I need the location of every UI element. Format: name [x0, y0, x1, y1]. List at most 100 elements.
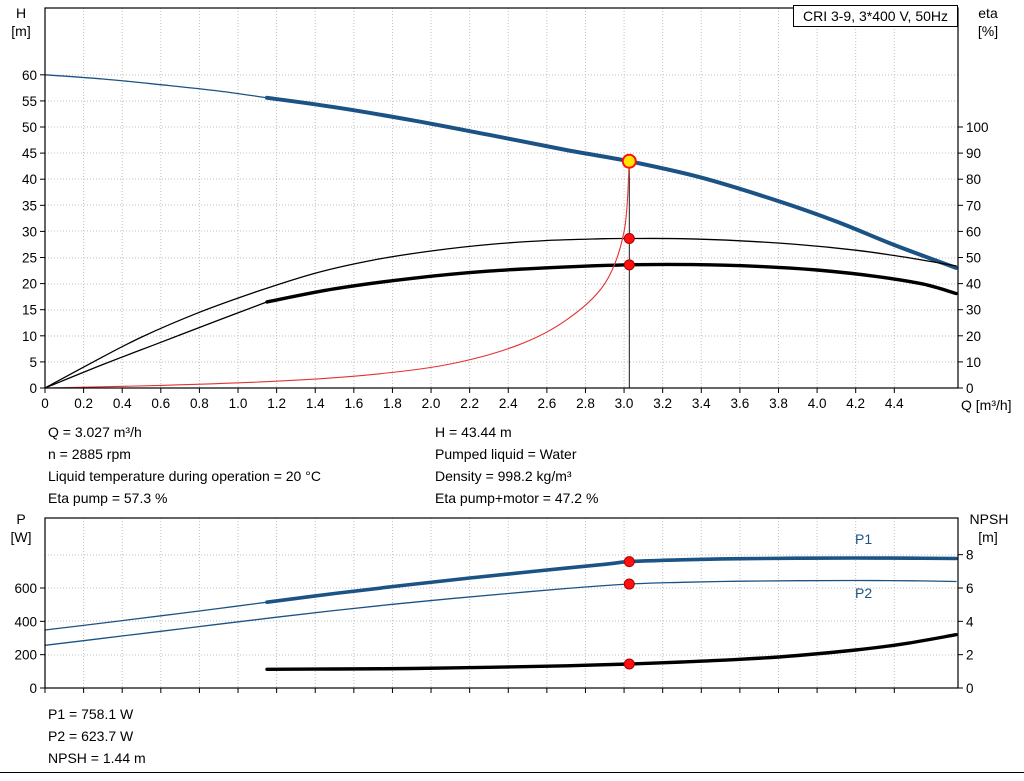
tick-label: 3.6: [730, 396, 749, 411]
power-npsh-chart: 0 200 400 600 0 2 4 6 8: [14, 517, 974, 696]
info-eta-pump: Eta pump = 57.3 %: [48, 490, 168, 506]
tick-label: 400: [14, 614, 37, 629]
tick-label: 2.0: [422, 396, 441, 411]
info-flow: Q = 3.027 m³/h: [48, 424, 142, 440]
h-curve-curve: [44, 74, 268, 99]
npsh-curve: [265, 633, 958, 671]
info-liquid: Pumped liquid = Water: [435, 446, 577, 462]
npsh-point: [623, 658, 635, 670]
p2-point: [623, 578, 635, 590]
tick-label: 50: [966, 251, 981, 266]
tick-label: 0: [41, 396, 49, 411]
tick-label: 40: [22, 172, 37, 187]
tick-label: 2.6: [537, 396, 556, 411]
npsh-axis-unit: [m]: [978, 529, 998, 545]
p-axis-unit: [W]: [10, 529, 32, 545]
tick-label: 8: [966, 548, 974, 563]
eta-pump-curve: [44, 237, 957, 389]
p1-curve: [44, 601, 268, 631]
tick-label: 0.8: [190, 396, 209, 411]
p1-point: [623, 556, 635, 568]
tick-label: 30: [22, 224, 37, 239]
tick-label: 600: [14, 581, 37, 596]
hq-efficiency-chart: 0 5 10 15 20 25 30 35 40 45 50 55 60 0 10 20 30 40 50 60 70 8…: [22, 7, 989, 411]
tick-label: 70: [966, 198, 981, 213]
tick-label: 20: [22, 277, 37, 292]
tick-label: 0: [29, 381, 37, 396]
tick-label: 2: [966, 648, 974, 663]
p1-curve-label: P1: [855, 531, 873, 547]
p2-curve-label: P2: [855, 585, 873, 601]
tick-label: 15: [22, 303, 37, 318]
tick-label: 10: [22, 329, 37, 344]
info-p1: P1 = 758.1 W: [48, 706, 134, 722]
q-axis-unit: Q [m³/h]: [961, 397, 1012, 413]
tick-label: 40: [966, 277, 981, 292]
tick-label: 100: [966, 120, 989, 135]
eta-pump-point: [623, 232, 635, 244]
tick-label: 55: [22, 94, 37, 109]
duty-indicator-curve: [44, 160, 630, 389]
tick-label: 0: [966, 381, 974, 396]
separator-line: [0, 772, 1024, 773]
tick-label: 4.4: [885, 396, 904, 411]
tick-label: 3.4: [692, 396, 711, 411]
tick-label: 4.2: [846, 396, 865, 411]
info-temperature: Liquid temperature during operation = 20…: [48, 468, 321, 484]
tick-label: 3.2: [653, 396, 672, 411]
tick-label: 4.0: [808, 396, 827, 411]
plot-border: [44, 7, 959, 389]
tick-label: 1.6: [344, 396, 363, 411]
tick-label: 1.2: [267, 396, 286, 411]
tick-label: 50: [22, 120, 37, 135]
info-density: Density = 998.2 kg/m³: [435, 468, 572, 484]
tick-label: 60: [22, 68, 37, 83]
info-speed: n = 2885 rpm: [48, 446, 131, 462]
tick-label: 45: [22, 146, 37, 161]
tick-label: 0.6: [151, 396, 170, 411]
tick-label: 0: [966, 681, 974, 696]
p1-curve: [265, 556, 958, 604]
tick-label: 0.2: [74, 396, 93, 411]
tick-label: 1.4: [306, 396, 325, 411]
tick-label: 1.0: [229, 396, 248, 411]
tick-label: 30: [966, 303, 981, 318]
h-curve-curve: [265, 95, 959, 270]
power-info-block: P1 = 758.1 W P2 = 623.7 W NPSH = 1.44 m: [48, 703, 146, 769]
pump-model-title: CRI 3-9, 3*400 V, 50Hz: [792, 5, 958, 27]
tick-label: 3.8: [769, 396, 788, 411]
tick-label: 1.8: [383, 396, 402, 411]
tick-label: 90: [966, 146, 981, 161]
eta-axis-unit: [%]: [977, 23, 999, 39]
p2-curve: [44, 579, 957, 646]
tick-label: 35: [22, 198, 37, 213]
info-p2: P2 = 623.7 W: [48, 728, 134, 744]
tick-label: 6: [966, 581, 974, 596]
eta-pump-motor-curve: [44, 301, 268, 389]
eta-pump-motor-curve: [265, 262, 958, 304]
h-axis-label: H: [15, 5, 27, 21]
info-eta-pump-motor: Eta pump+motor = 47.2 %: [435, 490, 599, 506]
operating-point-info-left: Q = 3.027 m³/h n = 2885 rpm Liquid tempe…: [48, 421, 321, 509]
tick-label: 25: [22, 251, 37, 266]
h-axis-unit: [m]: [11, 23, 31, 39]
npsh-axis-label: NPSH: [969, 511, 1009, 527]
tick-label: 0: [29, 681, 37, 696]
tick-label: 20: [966, 329, 981, 344]
info-npsh: NPSH = 1.44 m: [48, 750, 146, 766]
tick-label: 2.8: [576, 396, 595, 411]
tick-label: 4: [966, 614, 974, 629]
tick-label: 80: [966, 172, 981, 187]
tick-label: 2.4: [499, 396, 518, 411]
tick-label: 10: [966, 355, 981, 370]
info-head: H = 43.44 m: [435, 424, 512, 440]
eta-axis-label: eta: [978, 5, 998, 21]
tick-label: 0.4: [113, 396, 132, 411]
eta-pump-motor-point: [623, 259, 635, 271]
tick-label: 3.0: [615, 396, 634, 411]
duty-point: [621, 153, 637, 169]
operating-point-info-right: H = 43.44 m Pumped liquid = Water Densit…: [435, 421, 598, 509]
tick-label: 5: [29, 355, 37, 370]
tick-label: 200: [14, 648, 37, 663]
